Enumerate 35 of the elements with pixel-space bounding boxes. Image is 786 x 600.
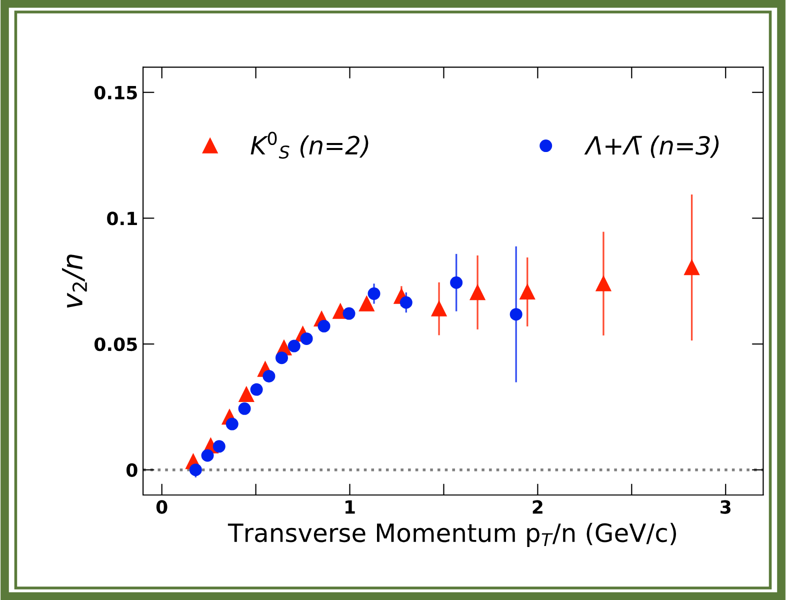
- point: [520, 284, 535, 300]
- x-tick-label: 0: [156, 500, 168, 514]
- point: [368, 287, 380, 300]
- point: [400, 296, 412, 309]
- x-axis-title: Transverse Momentum p$_{T}$/n (GeV/c): [228, 522, 676, 548]
- y-tick-label: 0.15: [94, 86, 137, 100]
- y-tick-label: 0.1: [107, 212, 137, 226]
- point: [262, 370, 276, 382]
- point: [250, 383, 263, 396]
- x-tick-label: 3: [720, 500, 730, 514]
- point: [275, 352, 288, 364]
- point: [684, 260, 700, 276]
- point: [300, 332, 313, 345]
- point: [510, 308, 522, 321]
- legend-label: Λ+Λ̄ (n=3): [584, 136, 719, 158]
- point: [226, 418, 238, 430]
- point: [596, 276, 612, 292]
- point: [470, 284, 486, 300]
- y-tick-label: 0: [126, 463, 138, 477]
- point: [318, 320, 330, 332]
- point: [201, 449, 214, 462]
- x-tick-label: 1: [346, 500, 355, 514]
- point: [189, 464, 202, 476]
- y-axis-title: v$_{2}$/n: [62, 254, 87, 308]
- point: [238, 402, 251, 415]
- point: [359, 296, 374, 312]
- point: [450, 276, 463, 289]
- y-tick-label: 0.05: [94, 337, 137, 352]
- point: [212, 440, 226, 453]
- legend-label: K$^{0}$$_{S}$ (n=2): [250, 132, 368, 159]
- point: [288, 340, 300, 352]
- point: [238, 386, 254, 402]
- point: [342, 307, 356, 320]
- x-tick-label: 2: [532, 500, 542, 514]
- point: [431, 301, 447, 316]
